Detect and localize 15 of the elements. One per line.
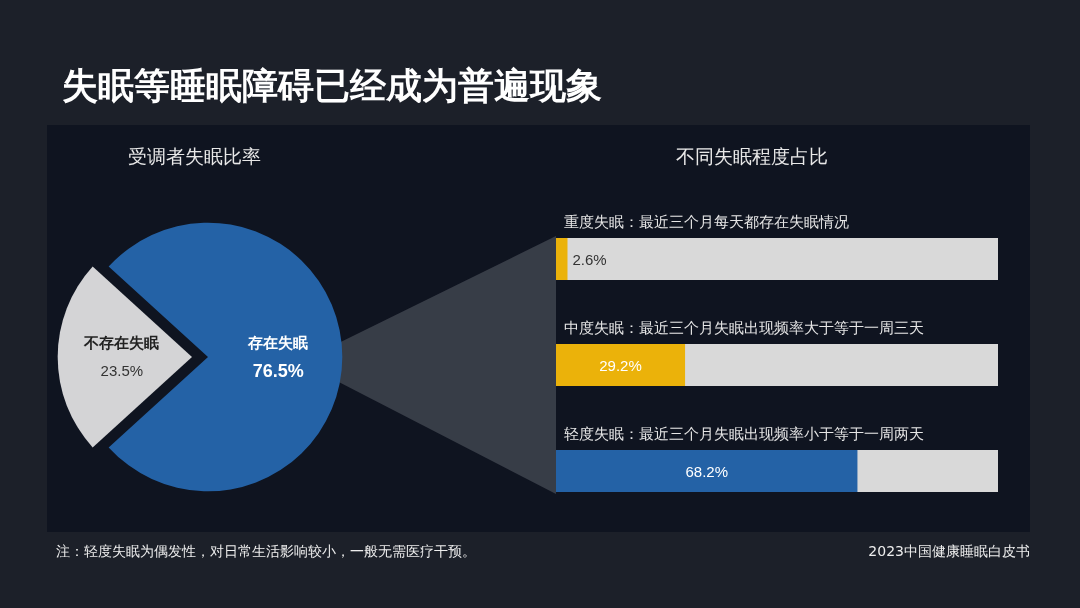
slice-label: 存在失眠 <box>247 334 309 352</box>
data-label: 76.5% <box>252 360 304 381</box>
text: 注：轻度失眠为偶发性，对日常生活影响较小，一般无需医疗干预。 <box>56 543 476 561</box>
data-label: 23.5% <box>100 362 144 380</box>
chart-title: 失眠等睡眠障碍已经成为普遍现象 <box>62 64 602 108</box>
chart-title: 不同失眠程度占比 <box>676 144 828 169</box>
slice-label: 不存在失眠 <box>83 334 160 352</box>
data-label: 68.2% <box>685 462 728 480</box>
data-label: 29.2% <box>599 356 642 374</box>
text: 2023中国健康睡眠白皮书 <box>868 543 1030 561</box>
category-label: 重度失眠：最近三个月每天都存在失眠情况 <box>564 213 849 230</box>
chart-subtitle: 受调者失眠比率 <box>128 144 261 169</box>
category-label: 轻度失眠：最近三个月失眠出现频率小于等于一周两天 <box>564 425 924 442</box>
data-label: 2.6% <box>572 250 607 268</box>
category-label: 中度失眠：最近三个月失眠出现频率大于等于一周三天 <box>564 319 924 336</box>
